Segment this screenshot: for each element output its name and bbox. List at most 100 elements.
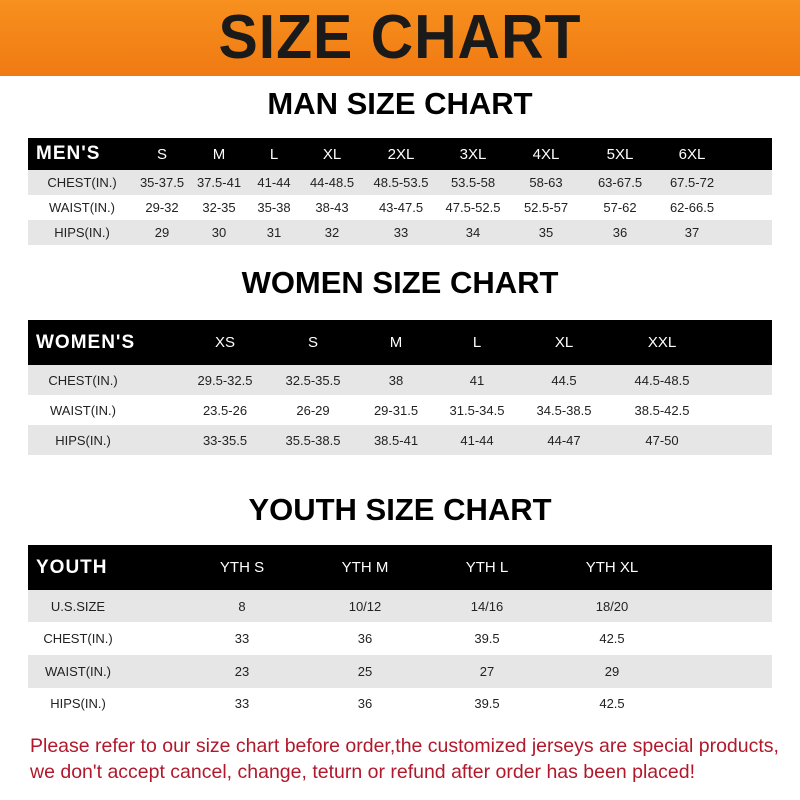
measurement-cell: 44-47 (547, 432, 581, 448)
measurement-cell: 53.5-58 (450, 175, 496, 190)
measurement-cell: 44.5 (551, 372, 577, 388)
measurement-cell: 67.5-72 (669, 175, 715, 190)
measurement-cell: 34.5-38.5 (536, 402, 592, 418)
table-header-row: YOUTH YTH S YTH M YTH L YTH XL (28, 545, 772, 590)
measurement-cell: 14/16 (470, 598, 504, 614)
measurement-cell: 52.5-57 (523, 200, 569, 215)
measurement-cell: 32-35 (202, 200, 236, 215)
table-row: U.S.SIZE 8 10/12 14/16 18/20 (28, 590, 772, 622)
size-header: YTH XL (585, 559, 639, 576)
measurement-cell: 23.5-26 (202, 402, 248, 418)
measurement-cell: 33 (393, 225, 409, 240)
table-row: CHEST(IN.) 29.5-32.5 32.5-35.5 38 41 44.5 44.5… (28, 365, 772, 395)
measurement-cell: 58-63 (529, 175, 563, 190)
measurement-cell: 30 (211, 225, 227, 240)
measurement-cell: 29-32 (145, 200, 179, 215)
table-row: WAIST(IN.) 29-32 32-35 35-38 38-43 43-47.5 47.… (28, 195, 772, 220)
size-header: YTH S (219, 559, 265, 576)
measurement-cell: 31.5-34.5 (449, 402, 505, 418)
measurement-cell: 57-62 (603, 200, 637, 215)
size-header: XXL (647, 334, 677, 351)
measurement-cell: 29-31.5 (373, 402, 419, 418)
measurement-cell: 8 (238, 598, 246, 614)
size-header: S (307, 334, 319, 351)
measurement-cell: 47-50 (645, 432, 679, 448)
row-label: CHEST(IN.) (48, 372, 118, 388)
measurement-cell: 44-48.5 (309, 175, 355, 190)
table-label: WOMEN'S (36, 331, 136, 353)
size-header: XL (554, 334, 574, 351)
measurement-cell: 36 (357, 696, 373, 711)
measurement-cell: 36 (612, 225, 628, 240)
measurement-cell: 33 (234, 631, 250, 646)
row-label: WAIST(IN.) (49, 200, 115, 215)
measurement-cell: 38-43 (315, 200, 349, 215)
measurement-cell: 47.5-52.5 (445, 200, 501, 215)
measurement-cell: 18/20 (595, 598, 629, 614)
measurement-cell: 29.5-32.5 (197, 372, 253, 388)
measurement-cell: 39.5 (474, 631, 500, 646)
measurement-cell: 63-67.5 (597, 175, 643, 190)
row-label: WAIST(IN.) (45, 664, 111, 679)
banner: SIZE CHART (0, 0, 800, 76)
measurement-cell: 41-44 (460, 432, 494, 448)
size-header: XS (214, 334, 236, 351)
measurement-cell: 35-37.5 (139, 175, 185, 190)
measurement-cell: 25 (357, 664, 373, 679)
measurement-cell: 35 (538, 225, 554, 240)
row-label: CHEST(IN.) (47, 175, 117, 190)
table-header-row: MEN'S S M L XL 2XL 3XL 4XL 5XL 6XL (28, 138, 772, 170)
table-row: HIPS(IN.) 33-35.5 35.5-38.5 38.5-41 41-44 44-… (28, 425, 772, 455)
women-chart-title: WOMEN SIZE CHART (241, 265, 559, 300)
size-header: L (269, 145, 279, 163)
measurement-cell: 38 (388, 372, 404, 388)
youth-chart-title: YOUTH SIZE CHART (248, 492, 552, 527)
notice-line-1: Please refer to our size chart before or… (30, 735, 779, 757)
measurement-cell: 33-35.5 (202, 432, 248, 448)
size-header: 2XL (387, 145, 415, 163)
size-header: M (212, 145, 226, 163)
table-row: HIPS(IN.) 29 30 31 32 33 34 35 36 37 (28, 220, 772, 245)
table-row: HIPS(IN.) 33 36 39.5 42.5 (28, 688, 772, 719)
size-header: L (472, 334, 482, 351)
measurement-cell: 41 (469, 372, 485, 388)
size-header: S (156, 145, 168, 163)
size-header: YTH L (465, 559, 509, 576)
measurement-cell: 44.5-48.5 (634, 372, 690, 388)
measurement-cell: 27 (479, 664, 495, 679)
size-header: 5XL (606, 145, 634, 163)
measurement-cell: 42.5 (599, 631, 625, 646)
measurement-cell: 34 (465, 225, 481, 240)
size-header: YTH M (341, 559, 389, 576)
measurement-cell: 42.5 (599, 696, 625, 711)
measurement-cell: 29 (604, 664, 620, 679)
row-label: HIPS(IN.) (55, 432, 111, 448)
size-header: 3XL (459, 145, 487, 163)
measurement-cell: 29 (154, 225, 170, 240)
row-label: WAIST(IN.) (50, 402, 116, 418)
measurement-cell: 38.5-41 (373, 432, 419, 448)
table-label: MEN'S (36, 143, 101, 164)
measurement-cell: 31 (266, 225, 282, 240)
row-label: CHEST(IN.) (43, 631, 113, 646)
measurement-cell: 33 (234, 696, 250, 711)
measurement-cell: 41-44 (257, 175, 291, 190)
measurement-cell: 39.5 (474, 696, 500, 711)
notice-line-2: we don't accept cancel, change, teturn o… (30, 761, 695, 783)
measurement-cell: 37 (684, 225, 700, 240)
measurement-cell: 38.5-42.5 (634, 402, 690, 418)
table-header-row: WOMEN'S XS S M L XL XXL (28, 320, 772, 365)
size-header: 4XL (532, 145, 560, 163)
measurement-cell: 35-38 (257, 200, 291, 215)
measurement-cell: 10/12 (348, 598, 382, 614)
measurement-cell: 36 (357, 631, 373, 646)
banner-title: SIZE CHART (218, 3, 582, 72)
table-row: CHEST(IN.) 33 36 39.5 42.5 (28, 622, 772, 655)
measurement-cell: 48.5-53.5 (373, 175, 429, 190)
row-label: U.S.SIZE (50, 598, 106, 614)
table-row: WAIST(IN.) 23 25 27 29 (28, 655, 772, 688)
order-notice: Please refer to our size chart before or… (30, 733, 790, 785)
size-header: M (389, 334, 403, 351)
measurement-cell: 62-66.5 (669, 200, 715, 215)
measurement-cell: 23 (234, 664, 250, 679)
